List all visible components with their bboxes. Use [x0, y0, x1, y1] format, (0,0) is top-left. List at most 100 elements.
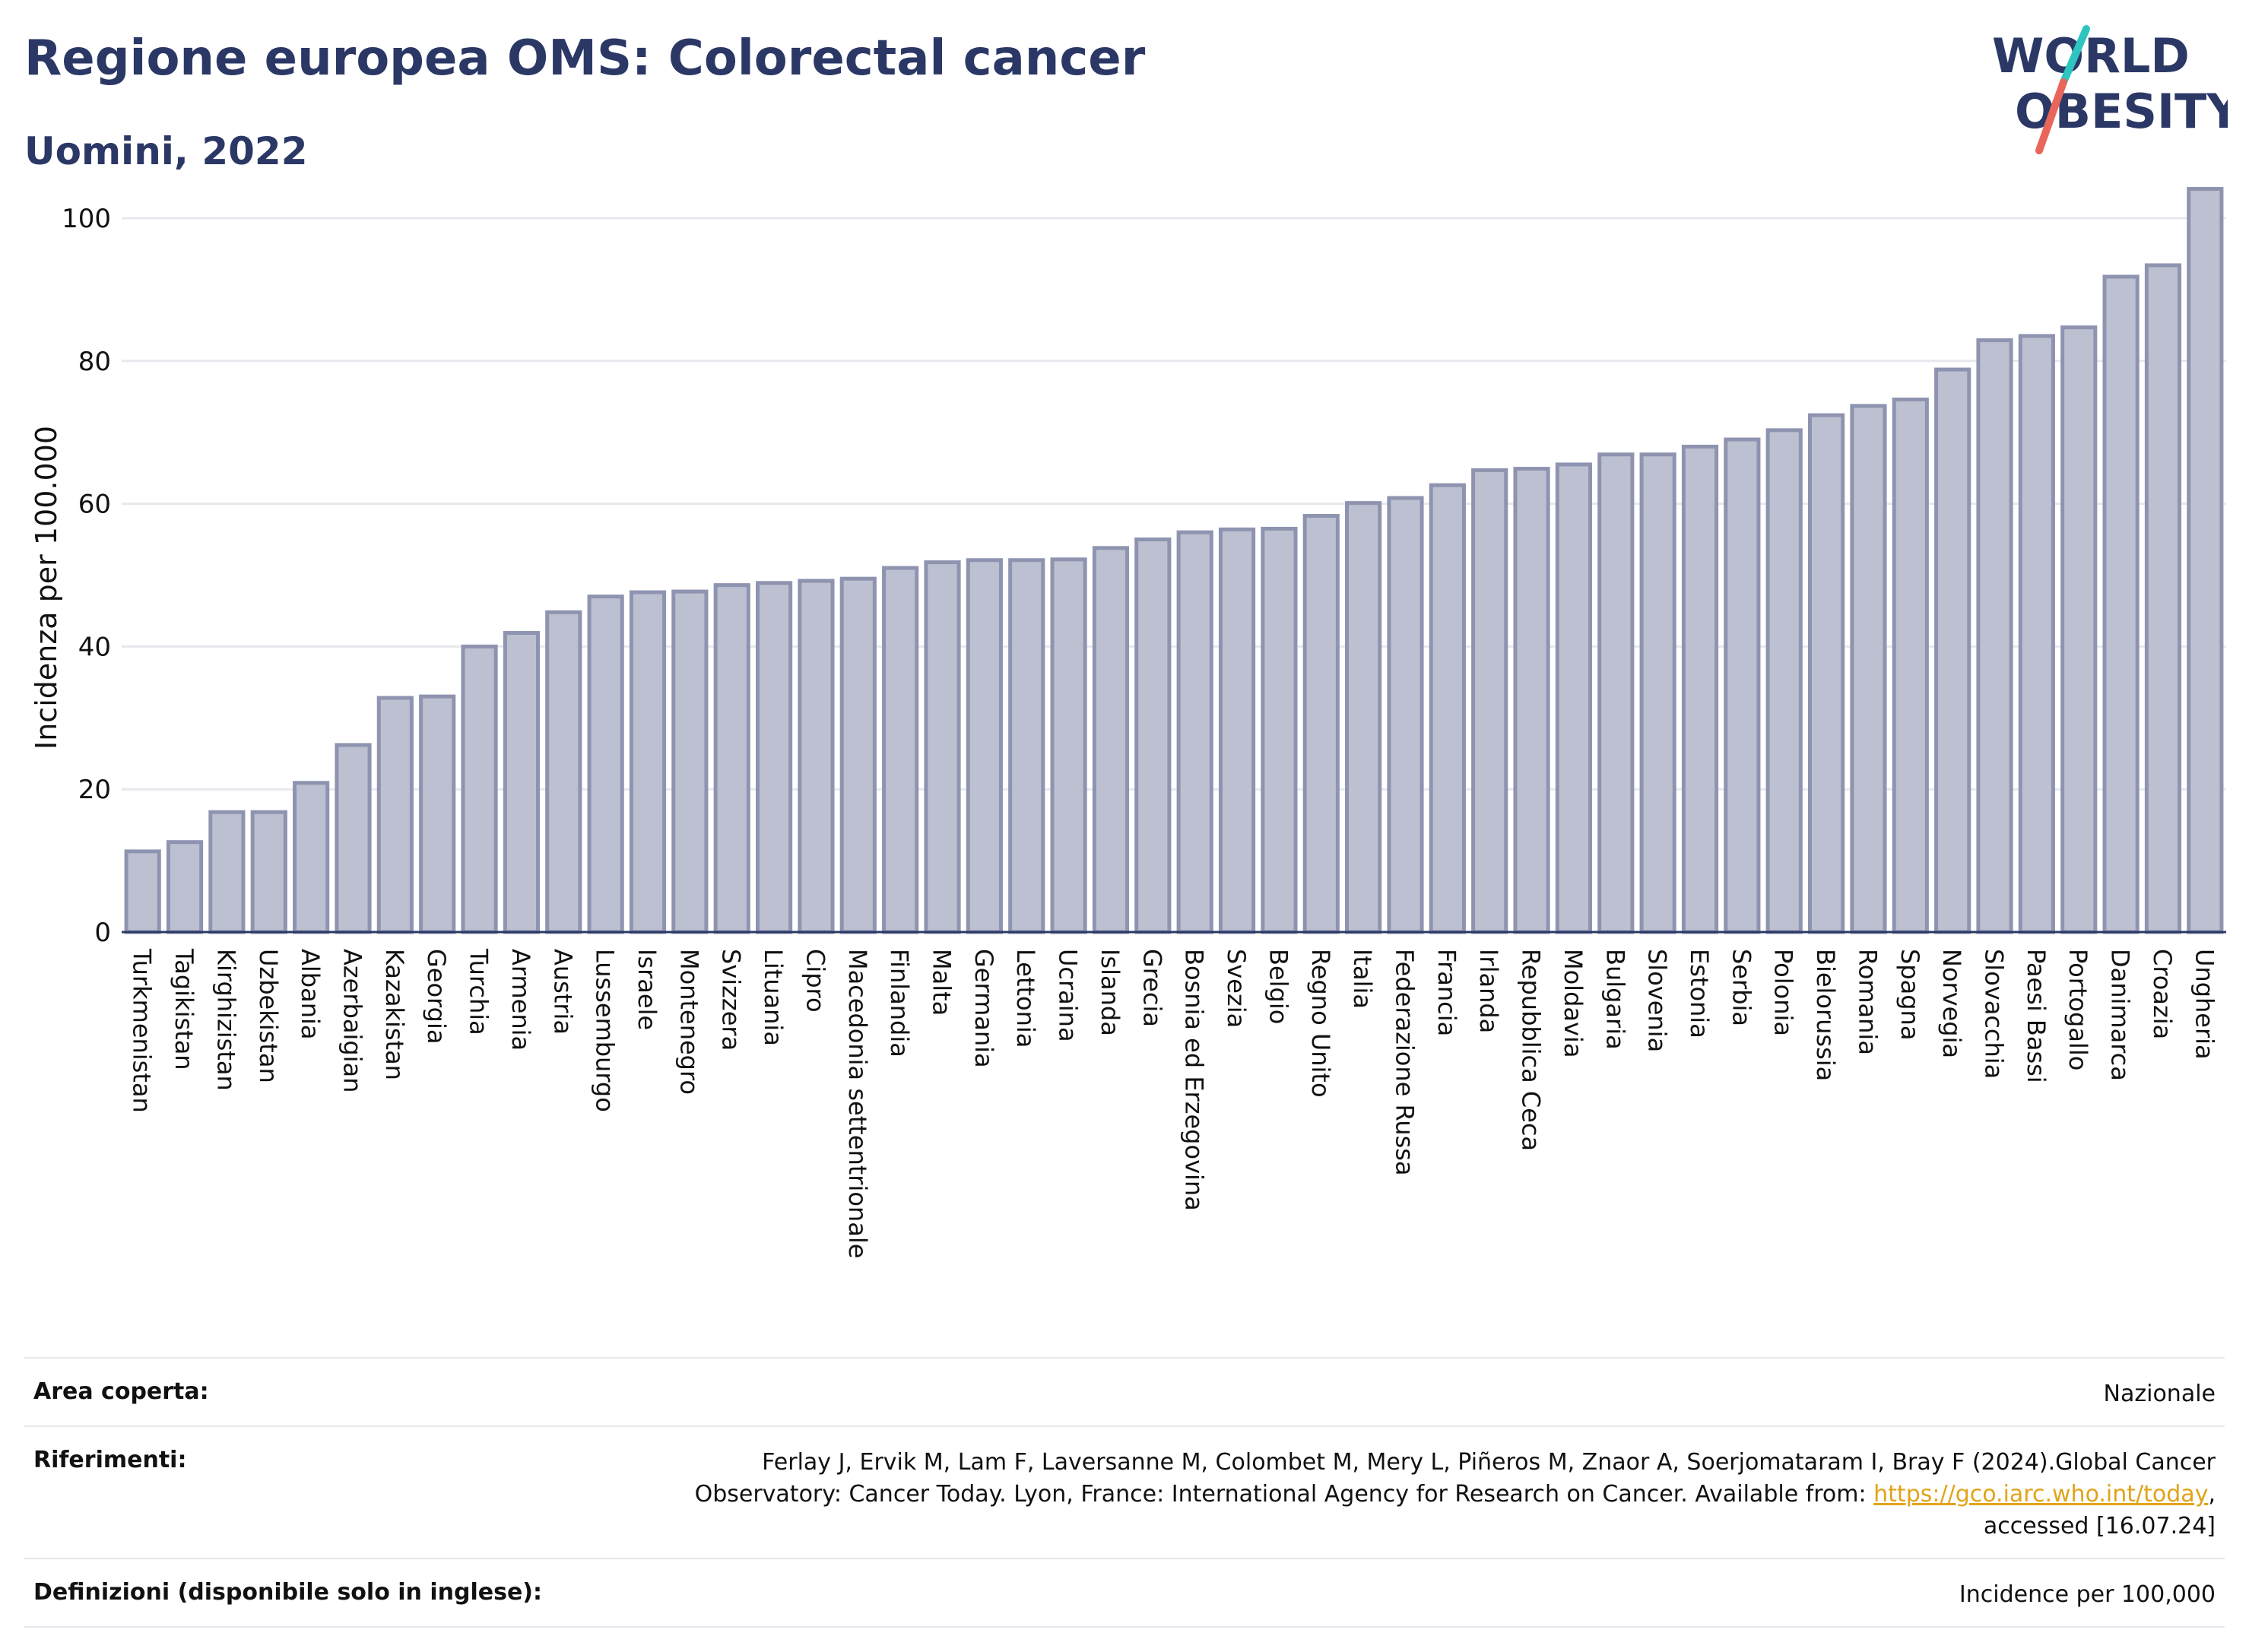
reference-line-2-end: ,: [2208, 1481, 2216, 1508]
bar[interactable]: [2060, 325, 2098, 934]
bar[interactable]: [419, 694, 456, 934]
bar[interactable]: [1807, 413, 1845, 934]
x-tick-label: Turkmenistan: [128, 948, 157, 1113]
bar[interactable]: [1429, 483, 1466, 934]
bar[interactable]: [2187, 186, 2224, 934]
bar[interactable]: [376, 696, 414, 934]
x-tick-label: Francia: [1432, 949, 1461, 1036]
bar[interactable]: [1176, 530, 1213, 934]
x-tick-label: Slovenia: [1643, 949, 1672, 1052]
bar[interactable]: [461, 644, 498, 934]
x-tick-label: Romania: [1853, 949, 1882, 1055]
y-tick-label: 60: [78, 490, 111, 520]
bar[interactable]: [250, 810, 287, 934]
x-tick-label: Albania: [296, 949, 325, 1039]
bar[interactable]: [1092, 546, 1130, 934]
bar[interactable]: [1261, 526, 1298, 934]
x-tick-label: Lussemburgo: [591, 949, 620, 1112]
bar[interactable]: [755, 581, 793, 934]
bar[interactable]: [587, 595, 624, 934]
bar[interactable]: [2018, 334, 2055, 934]
y-tick-labels: 0 20 40 60 80 100: [62, 204, 111, 948]
x-tick-label: Svizzera: [717, 949, 746, 1051]
x-tick-label: Grecia: [1137, 949, 1166, 1027]
bar[interactable]: [671, 589, 709, 934]
bar[interactable]: [166, 840, 204, 934]
x-tick-label: Moldavia: [1559, 949, 1588, 1057]
bar[interactable]: [1134, 537, 1172, 934]
x-tick-label: Svezia: [1222, 949, 1251, 1028]
x-tick-label: Montenegro: [674, 949, 703, 1095]
bars: [124, 186, 2224, 934]
x-tick-label: Estonia: [1685, 949, 1714, 1038]
x-tick-label: Turchia: [465, 948, 493, 1035]
logo-slash-bottom: [2035, 78, 2067, 154]
meta-row-definitions: Definizioni (disponibile solo in inglese…: [24, 1558, 2225, 1628]
reference-link[interactable]: https://gco.iarc.who.int/today: [1873, 1481, 2209, 1508]
bar[interactable]: [1471, 468, 1508, 934]
x-tick-label: Spagna: [1895, 949, 1924, 1040]
bar[interactable]: [1765, 428, 1803, 934]
bar[interactable]: [208, 810, 246, 934]
x-tick-label: Regno Unito: [1306, 949, 1335, 1098]
bar[interactable]: [1892, 397, 1929, 934]
x-tick-label: Paesi Bassi: [2022, 949, 2051, 1083]
x-tick-label: Tagikistan: [170, 948, 198, 1070]
bar[interactable]: [545, 610, 582, 934]
bar[interactable]: [1724, 437, 1761, 934]
x-tick-label: Ungheria: [2190, 949, 2219, 1060]
logo-line-1: WORLD: [1992, 28, 2190, 84]
y-tick-label: 40: [78, 632, 111, 662]
x-tick-label: Kirghizistan: [211, 949, 240, 1091]
bar[interactable]: [1513, 467, 1550, 934]
bar[interactable]: [2144, 263, 2182, 934]
bar[interactable]: [124, 849, 161, 934]
bar[interactable]: [798, 579, 835, 934]
x-tick-label: Belgio: [1264, 949, 1293, 1024]
x-tick-label: Azerbaigian: [338, 949, 366, 1092]
x-tick-label: Bulgaria: [1600, 949, 1629, 1050]
meta-label-definitions: Definizioni (disponibile solo in inglese…: [33, 1579, 542, 1606]
bar[interactable]: [924, 560, 961, 934]
x-tick-label: Irlanda: [1474, 949, 1503, 1033]
bar[interactable]: [503, 631, 541, 934]
meta-value-references: Ferlay J, Ervik M, Lam F, Laversanne M, …: [695, 1447, 2216, 1543]
bar[interactable]: [1639, 452, 1676, 934]
bar[interactable]: [882, 566, 919, 934]
meta-value-area: Nazionale: [2103, 1381, 2216, 1407]
bar[interactable]: [966, 558, 1003, 934]
bar[interactable]: [629, 590, 667, 934]
bar[interactable]: [1597, 452, 1635, 934]
logo-slash-top: [2060, 25, 2090, 86]
bar[interactable]: [2102, 274, 2140, 934]
bar[interactable]: [1934, 367, 1971, 934]
bar[interactable]: [1387, 496, 1424, 934]
bar[interactable]: [1345, 501, 1382, 934]
x-tick-label: Germania: [969, 949, 998, 1068]
meta-label-area: Area coperta:: [33, 1378, 209, 1405]
bar[interactable]: [713, 583, 750, 934]
bar[interactable]: [839, 576, 877, 934]
bar[interactable]: [1302, 514, 1340, 934]
bar[interactable]: [335, 743, 372, 934]
x-tick-label: Portogallo: [2063, 949, 2092, 1070]
meta-label-references: Riferimenti:: [33, 1447, 187, 1473]
y-axis-label: Incidenza per 100.000: [30, 426, 63, 750]
bar[interactable]: [293, 781, 330, 934]
metadata-table: Area coperta: Nazionale Riferimenti: Fer…: [24, 1357, 2225, 1628]
bar[interactable]: [1681, 444, 1719, 934]
x-tick-label: Polonia: [1769, 949, 1798, 1036]
x-tick-labels: Turkmenistan Tagikistan Kirghizistan Uzbeki…: [128, 948, 2219, 1258]
reference-line-3: accessed [16.07.24]: [1983, 1513, 2216, 1539]
x-tick-label: Austria: [548, 949, 577, 1035]
bar[interactable]: [1850, 404, 1887, 934]
bar[interactable]: [1555, 462, 1593, 934]
reference-line-1: Ferlay J, Ervik M, Lam F, Laversanne M, …: [762, 1449, 2216, 1476]
bar[interactable]: [1050, 557, 1087, 934]
bar[interactable]: [1976, 338, 2013, 934]
bar[interactable]: [1008, 558, 1045, 934]
y-tick-label: 100: [62, 204, 111, 234]
x-tick-label: Croazia: [2148, 949, 2177, 1039]
x-tick-label: Georgia: [422, 949, 451, 1044]
bar[interactable]: [1218, 527, 1256, 934]
